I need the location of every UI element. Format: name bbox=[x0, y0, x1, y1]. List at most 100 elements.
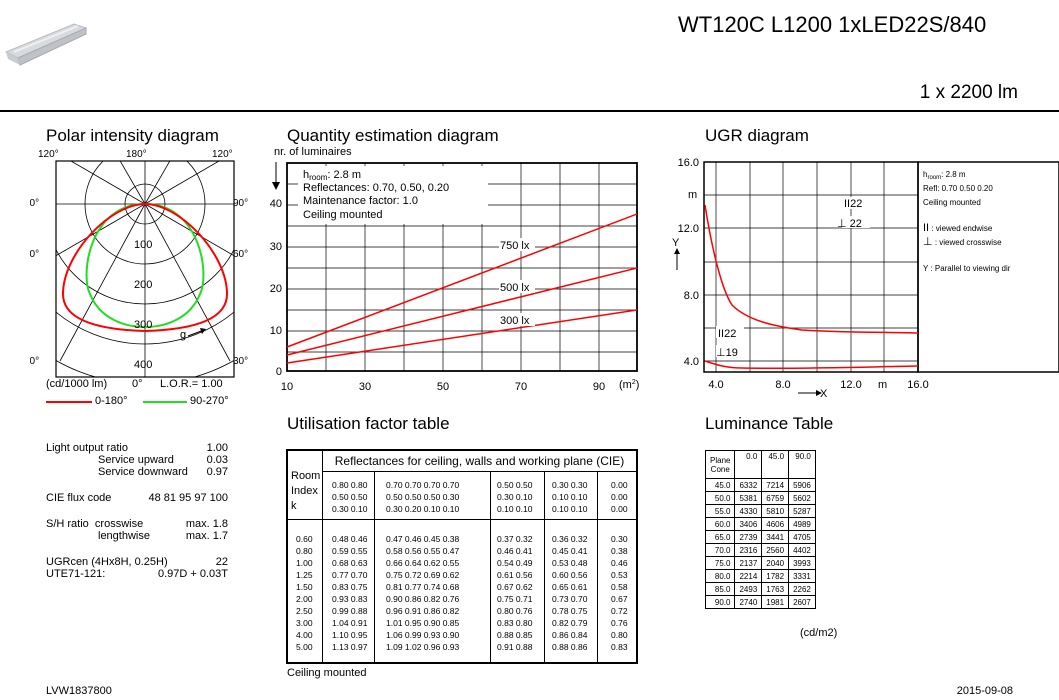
svg-text:40: 40 bbox=[270, 198, 282, 210]
polar-diagram: 120° 180° 120° 90° 60° 30° 90° 60° 30° bbox=[24, 144, 260, 379]
luminance-angle: 75.0 bbox=[704, 556, 736, 570]
uf-cell-g5: 0.46 bbox=[611, 558, 628, 568]
ugr-curve-endwise bbox=[704, 204, 919, 334]
ugr-x-ticks: 4.0 8.0 12.0 16.0 bbox=[708, 379, 928, 391]
uf-cell-g2: 0.66 0.64 0.62 0.55 bbox=[386, 558, 460, 568]
spec-cie-row: CIE flux code 48 81 95 97 100 bbox=[46, 492, 228, 504]
line-750lx bbox=[286, 213, 638, 348]
svg-text:⊥ : viewed crosswise: ⊥ : viewed crosswise bbox=[923, 236, 1002, 248]
luminance-table-wrap: Plane Cone 0.0 45.0 90.0 45.0 6332 7214 5906… bbox=[704, 450, 816, 609]
polar-ring-400: 400 bbox=[134, 359, 152, 371]
svg-text:II22: II22 bbox=[844, 198, 862, 210]
polar-ring-200: 200 bbox=[134, 279, 152, 291]
refl-group-5: 0.00 0.00 0.00 bbox=[611, 480, 628, 514]
luminance-row: 55.0 4330 5810 5287 bbox=[704, 504, 816, 518]
ugr-frame bbox=[703, 161, 919, 373]
luminance-row: 45.0 6332 7214 5906 bbox=[704, 478, 816, 492]
luminance-angle: 85.0 bbox=[704, 582, 736, 596]
svg-text:12.0: 12.0 bbox=[840, 379, 861, 391]
room-index-label: Room Index k bbox=[291, 470, 321, 512]
uf-cell-g2: 0.90 0.86 0.82 0.76 bbox=[386, 594, 460, 604]
luminance-value: 4705 bbox=[788, 530, 816, 544]
svg-text:10: 10 bbox=[281, 381, 293, 393]
quantity-lines bbox=[286, 213, 638, 364]
flux-label: 1 x 2200 lm bbox=[919, 82, 1018, 103]
luminance-row: 85.0 2493 1763 2262 bbox=[704, 582, 816, 596]
uf-cell-g1: 0.68 0.63 bbox=[332, 558, 368, 568]
svg-text:90: 90 bbox=[593, 381, 605, 393]
ugr-diagram: 16.0 12.0 8.0 4.0 m Y bbox=[672, 150, 1059, 400]
uf-cell-g3: 0.54 0.49 bbox=[497, 558, 533, 568]
svg-text:Refl: 0.70 0.50 0.20: Refl: 0.70 0.50 0.20 bbox=[923, 184, 993, 193]
ugr-info-frame bbox=[917, 161, 1059, 373]
polar-label-120-left: 120° bbox=[38, 149, 59, 160]
quantity-x-ticks: 10 30 50 70 90 bbox=[281, 381, 605, 393]
quantity-x-unit: (m2) bbox=[619, 379, 639, 391]
luminance-value: 2739 bbox=[734, 530, 763, 544]
ugr-y-axis: Y bbox=[672, 237, 680, 249]
uf-col-k: 0.60 0.80 1.00 1.25 1.50 2.00 2.50 3.00 4.00 5.00 bbox=[296, 533, 313, 653]
svg-text:hroom: 2.8 m: hroom: 2.8 m bbox=[923, 170, 966, 181]
uf-col-group3: 0.37 0.32 0.46 0.41 0.54 0.49 0.61 0.56 0.67… bbox=[497, 533, 532, 653]
utilisation-title: Utilisation factor table bbox=[287, 414, 450, 433]
svg-text:20: 20 bbox=[270, 283, 282, 295]
luminance-angle: 65.0 bbox=[704, 530, 736, 544]
svg-text:8.0: 8.0 bbox=[684, 290, 699, 302]
uf-cell-g2: 0.81 0.77 0.74 0.68 bbox=[386, 582, 460, 592]
quantity-line-labels: 750 lx 500 lx 300 lx bbox=[499, 238, 535, 327]
luminance-row: 65.0 2739 3441 4705 bbox=[704, 530, 816, 544]
svg-text:16.0: 16.0 bbox=[907, 379, 928, 391]
spec-ugr-row: UGRcen (4Hx8H, 0.25H) 22 bbox=[46, 556, 228, 568]
uf-cell-g4: 0.86 0.84 bbox=[552, 630, 588, 640]
luminance-header-row: Plane Cone 0.0 45.0 90.0 bbox=[704, 450, 816, 479]
uf-cell-g3: 0.46 0.41 bbox=[497, 546, 533, 556]
refl-group-3: 0.50 0.50 0.30 0.10 0.10 0.10 bbox=[497, 480, 533, 514]
polar-title: Polar intensity diagram bbox=[46, 126, 219, 145]
luminance-row: 75.0 2137 2040 3993 bbox=[704, 556, 816, 570]
polar-curve-green bbox=[85, 202, 205, 329]
luminance-row: 60.0 3406 4606 4989 bbox=[704, 517, 816, 531]
svg-text:Ceiling mounted: Ceiling mounted bbox=[923, 198, 981, 207]
spec-downward-row: Service downward 0.97 bbox=[98, 466, 228, 478]
luminance-value: 2560 bbox=[761, 543, 790, 557]
uf-cell-g5: 0.30 bbox=[611, 534, 628, 544]
svg-text:Reflectances: 0.70, 0.50, 0.20: Reflectances: 0.70, 0.50, 0.20 bbox=[303, 182, 449, 194]
uf-cell-k: 2.00 bbox=[296, 594, 313, 604]
ugr-grid bbox=[704, 162, 918, 372]
luminance-value: 7214 bbox=[761, 478, 790, 492]
uf-cell-g3: 0.75 0.71 bbox=[497, 594, 533, 604]
spec-sh-length-row: lengthwise max. 1.7 bbox=[98, 530, 228, 542]
luminance-row: 70.0 2316 2560 4402 bbox=[704, 543, 816, 557]
uf-cell-g1: 1.04 0.91 bbox=[332, 618, 368, 628]
uf-cell-k: 0.60 bbox=[296, 534, 313, 544]
uf-cell-g4: 0.88 0.86 bbox=[552, 642, 588, 652]
polar-zero: 0° bbox=[132, 378, 143, 390]
quantity-y-ticks: 40 30 20 10 0 bbox=[270, 198, 282, 378]
polar-unit: (cd/1000 lm) bbox=[46, 378, 108, 390]
ugr-y-ticks: 16.0 12.0 8.0 4.0 bbox=[678, 157, 699, 368]
luminance-angle: 50.0 bbox=[704, 491, 736, 505]
legend-green-label: 90-270° bbox=[190, 395, 229, 407]
uf-cell-g1: 0.77 0.70 bbox=[332, 570, 368, 580]
uf-cell-g3: 0.61 0.56 bbox=[497, 570, 533, 580]
quantity-frame bbox=[286, 162, 638, 372]
svg-text:30: 30 bbox=[270, 241, 282, 253]
svg-text:⊥ 22: ⊥ 22 bbox=[837, 218, 862, 230]
polar-frame bbox=[55, 160, 235, 378]
svg-text:Ceiling mounted: Ceiling mounted bbox=[303, 209, 383, 221]
svg-text:8.0: 8.0 bbox=[775, 379, 790, 391]
ugr-curves bbox=[704, 204, 919, 370]
line-500lx bbox=[286, 267, 638, 356]
luminance-value: 5810 bbox=[761, 504, 790, 518]
uf-cell-g4: 0.53 0.48 bbox=[552, 558, 588, 568]
luminance-value: 2040 bbox=[761, 556, 790, 570]
luminance-col-90: 90.0 bbox=[788, 450, 816, 479]
legend-red-label: 0-180° bbox=[95, 395, 128, 407]
doc-date: 2015-09-08 bbox=[956, 685, 1013, 697]
doc-code: LVW1837800 bbox=[46, 685, 112, 697]
uf-col-group1: 0.48 0.46 0.59 0.55 0.68 0.63 0.77 0.70 0.83… bbox=[332, 533, 367, 653]
uf-cell-g5: 0.72 bbox=[611, 606, 628, 616]
luminance-value: 6332 bbox=[734, 478, 763, 492]
luminance-table: Plane Cone 0.0 45.0 90.0 45.0 6332 7214 5906… bbox=[704, 450, 816, 609]
luminance-angle: 45.0 bbox=[704, 478, 736, 492]
